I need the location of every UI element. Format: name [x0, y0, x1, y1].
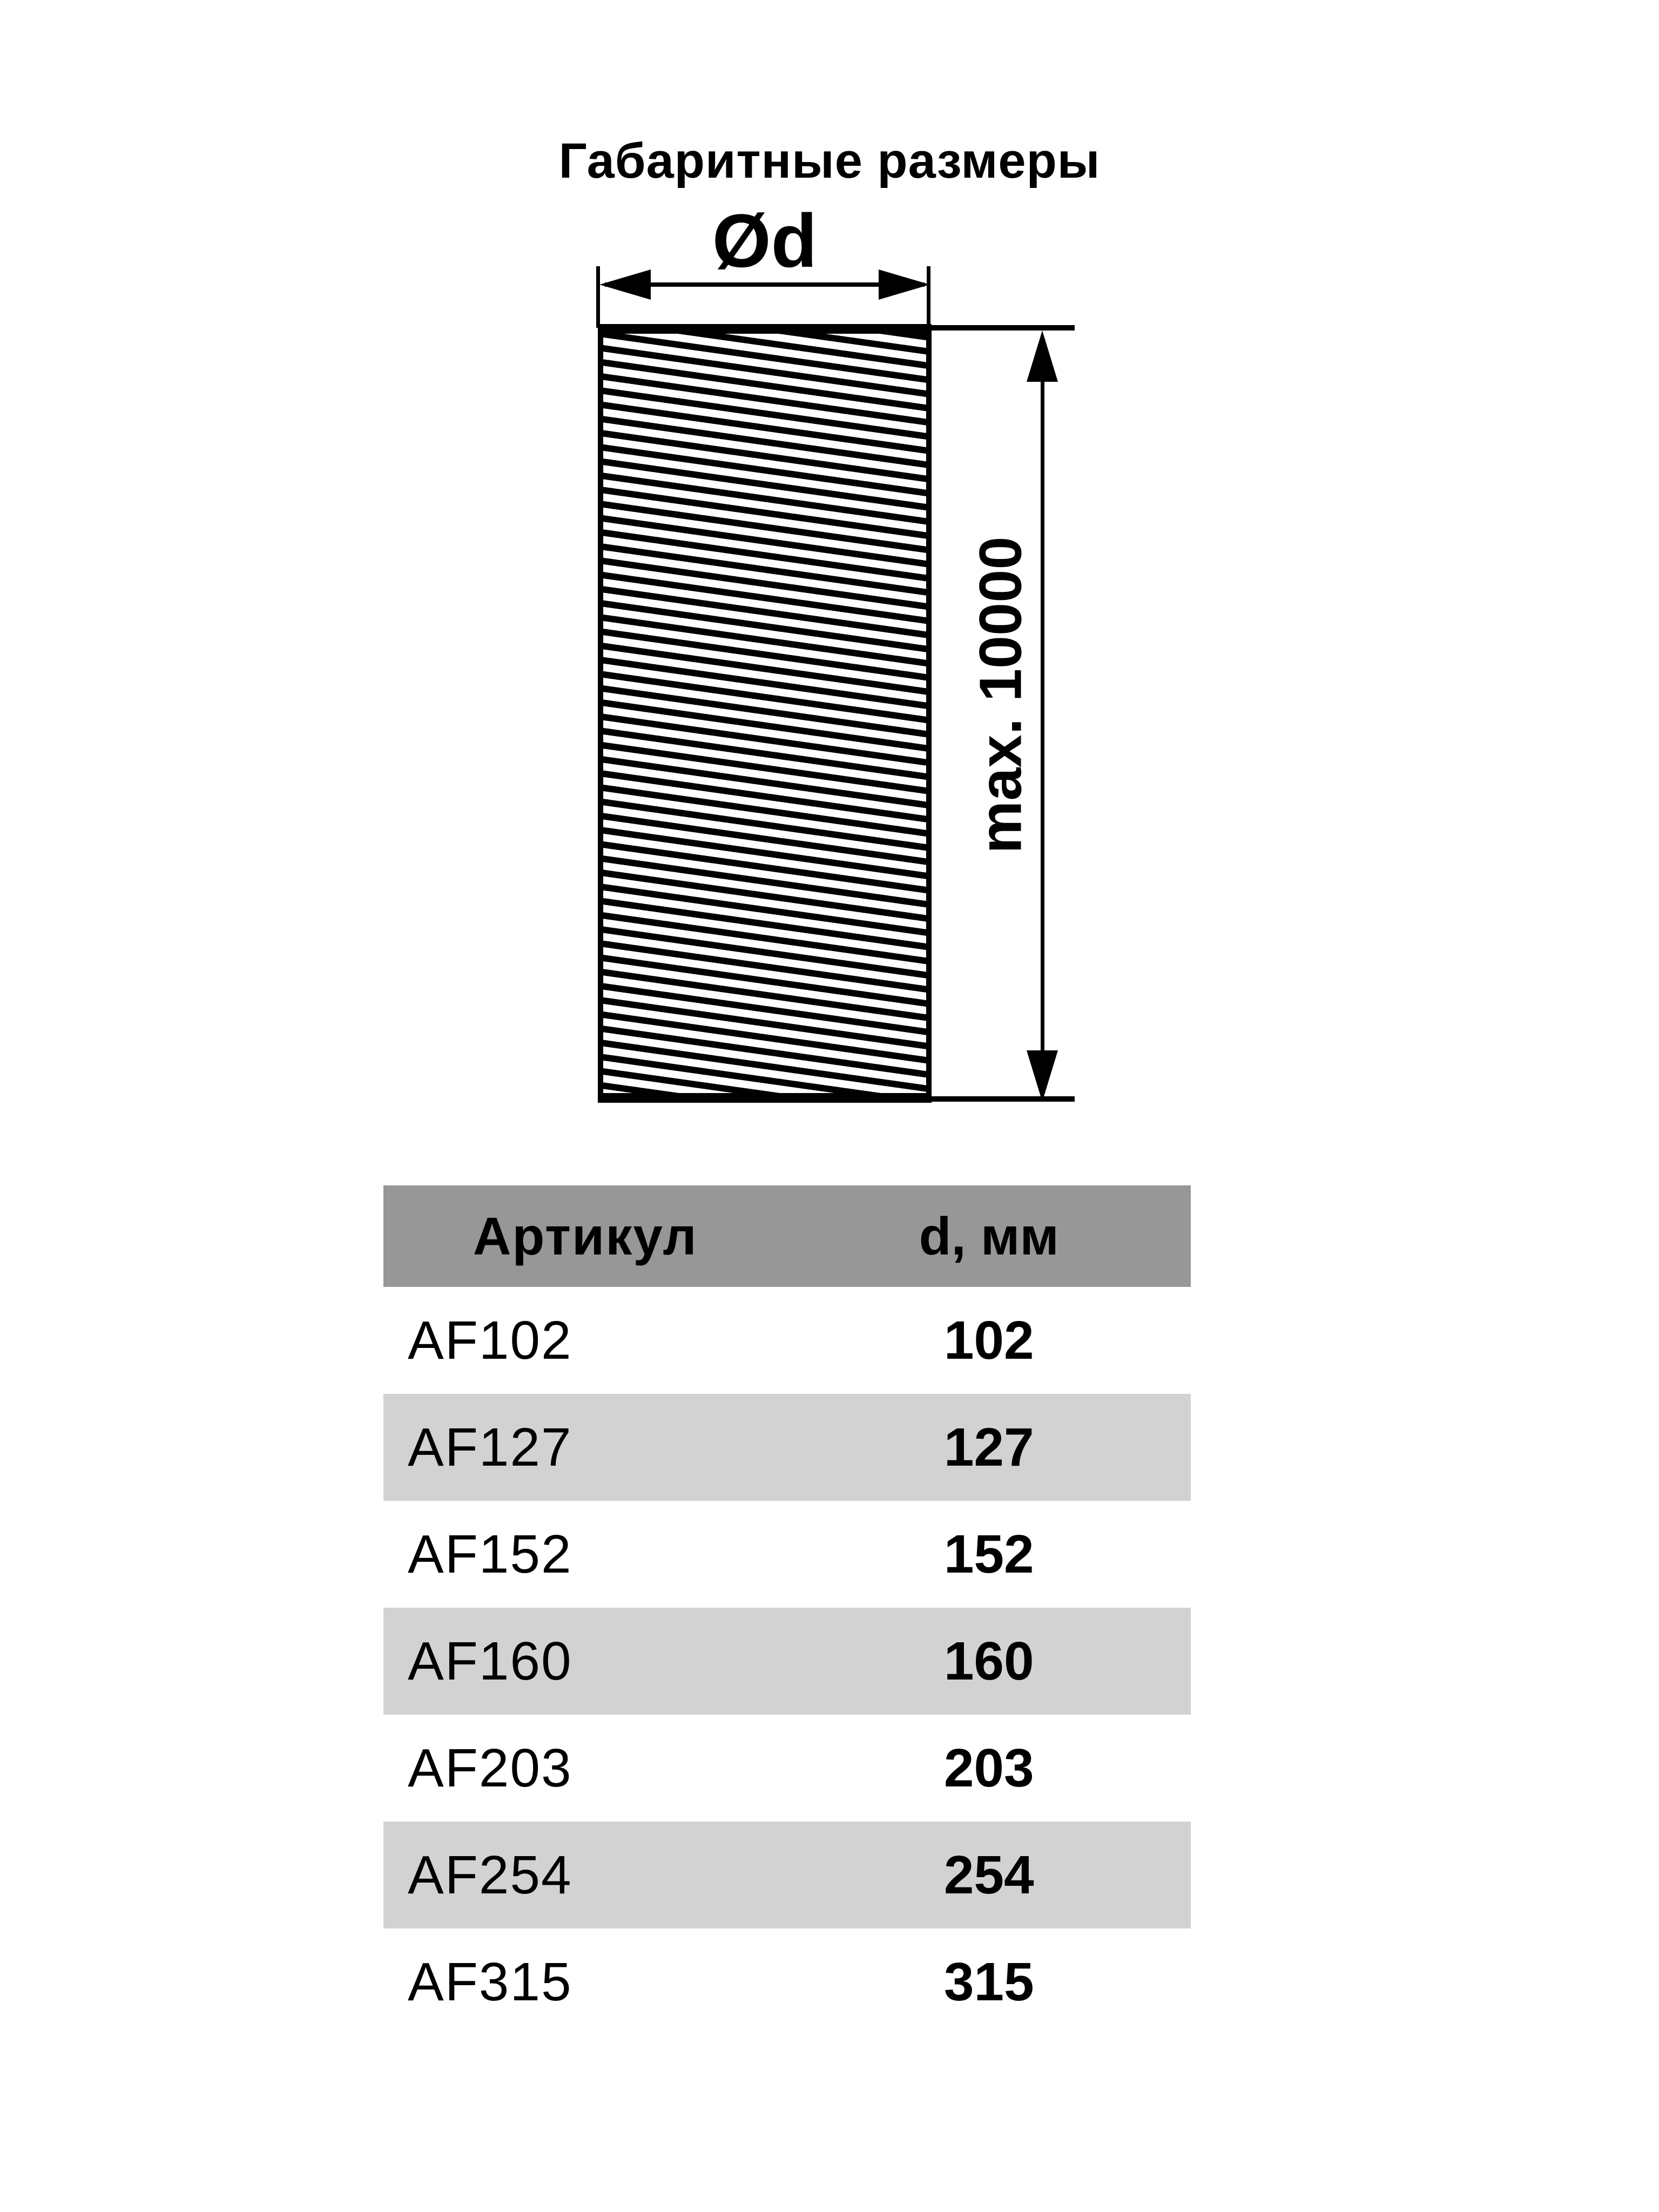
page-title: Габаритные размеры — [558, 133, 1101, 188]
article-cell: AF315 — [408, 1951, 572, 2012]
table-row: AF127 127 — [383, 1394, 1191, 1501]
diameter-cell: 152 — [943, 1523, 1034, 1584]
article-cell: AF152 — [408, 1523, 572, 1584]
article-cell: AF203 — [408, 1737, 572, 1798]
diameter-label: Ød — [712, 198, 818, 283]
arrow-up-icon — [1027, 331, 1058, 382]
arrow-down-icon — [1027, 1050, 1058, 1102]
arrow-left-icon — [599, 269, 651, 300]
extension-line-top — [932, 325, 1075, 331]
extension-line-bottom — [932, 1096, 1075, 1102]
arrow-right-icon — [879, 269, 930, 300]
column-header-article: Артикул — [473, 1206, 698, 1266]
length-label: max. 10000 — [967, 536, 1034, 854]
table-row: AF160 160 — [383, 1608, 1191, 1715]
table-row: AF315 315 — [383, 1928, 1191, 2035]
table-row: AF152 152 — [383, 1501, 1191, 1608]
article-cell: AF160 — [408, 1630, 572, 1691]
dimensions-table: Артикул d, мм AF102 102 AF127 127 AF152 … — [383, 1185, 1191, 2035]
diameter-cell: 160 — [943, 1630, 1034, 1691]
flexible-duct-illustration — [598, 324, 932, 1103]
table-header-row: Артикул d, мм — [383, 1185, 1191, 1287]
diameter-cell: 315 — [943, 1951, 1034, 2012]
table-row: AF102 102 — [383, 1287, 1191, 1394]
length-dimension-line — [1041, 346, 1044, 1085]
diameter-cell: 127 — [943, 1417, 1034, 1478]
diameter-dimension-line — [605, 282, 925, 287]
diameter-cell: 203 — [943, 1737, 1034, 1798]
table-row: AF203 203 — [383, 1715, 1191, 1822]
article-cell: AF254 — [408, 1844, 572, 1905]
column-header-diameter: d, мм — [919, 1206, 1059, 1266]
diameter-cell: 254 — [943, 1844, 1034, 1905]
extension-line-left — [596, 266, 600, 328]
table-row: AF254 254 — [383, 1822, 1191, 1928]
article-cell: AF127 — [408, 1417, 572, 1478]
diameter-cell: 102 — [943, 1310, 1034, 1371]
article-cell: AF102 — [408, 1310, 572, 1371]
